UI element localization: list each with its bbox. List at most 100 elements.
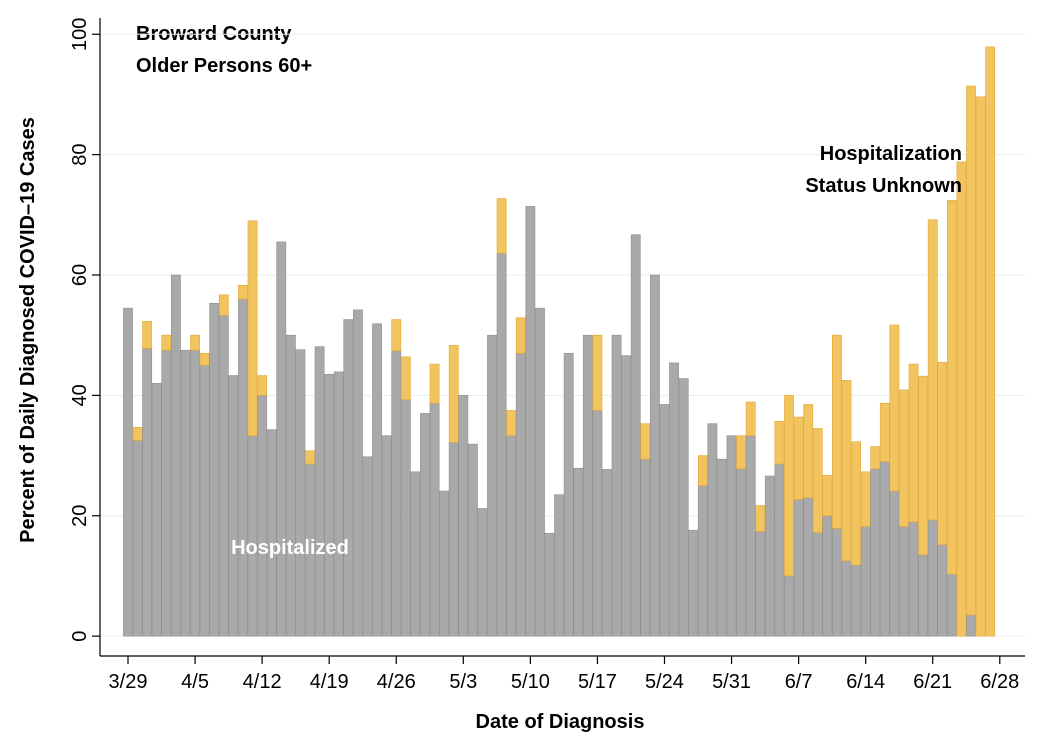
bar-segment — [439, 490, 450, 637]
bar-segment — [592, 334, 603, 411]
bar-segment — [247, 220, 258, 437]
bar-segment — [448, 345, 459, 443]
bar-segment — [391, 319, 402, 352]
bar-segment — [400, 399, 411, 637]
bar-segment — [400, 356, 411, 400]
bar-segment — [908, 521, 919, 637]
bar-segment — [257, 395, 268, 637]
bar-segment — [515, 317, 526, 354]
bar-segment — [467, 443, 478, 637]
bar-segment — [247, 435, 258, 637]
bar-segment — [870, 446, 881, 470]
bar-segment — [199, 352, 210, 366]
bar-segment — [946, 573, 957, 637]
series-label: Hospitalization — [820, 143, 962, 165]
bar-segment — [161, 334, 172, 351]
bar-segment — [353, 309, 363, 637]
bar-segment — [764, 475, 775, 637]
bar-segment — [822, 475, 833, 517]
bar-segment — [266, 429, 277, 637]
bar-segment — [554, 494, 564, 637]
x-axis-title: Date of Diagnosis — [476, 711, 645, 733]
x-tick-label: 6/21 — [913, 671, 952, 693]
bar-segment — [314, 346, 325, 637]
bar-segment — [937, 544, 948, 637]
bar-segment — [429, 402, 440, 637]
bar-segment — [429, 363, 440, 404]
bar-segment — [697, 485, 708, 637]
x-tick-label: 6/14 — [846, 671, 885, 693]
bar-segment — [659, 404, 670, 637]
x-tick-label: 5/17 — [578, 671, 617, 693]
bar-segment — [784, 395, 794, 577]
annotation: Older Persons 60+ — [136, 55, 312, 77]
bar-segment — [966, 85, 976, 616]
bar-segment — [707, 423, 718, 637]
x-tick-label: 4/12 — [243, 671, 282, 693]
bar-segment — [238, 298, 248, 637]
bar-segment — [324, 374, 335, 637]
bar-segment — [123, 307, 133, 637]
bar-segment — [860, 471, 871, 527]
bar-segment — [918, 375, 929, 556]
bar-segment — [372, 323, 382, 637]
bar-segment — [918, 554, 929, 637]
bar-segment — [879, 461, 890, 637]
bar-segment — [592, 410, 603, 637]
bar-segment — [640, 458, 651, 637]
bar-segment — [142, 348, 153, 637]
y-axis-title: Percent of Daily Diagnosed COVID–19 Case… — [17, 117, 39, 543]
bar-segment — [218, 294, 229, 316]
bar-segment — [774, 463, 785, 637]
bar-segment — [362, 456, 373, 637]
bar-segment — [582, 334, 593, 637]
bar-segment — [851, 564, 861, 637]
x-tick-label: 4/5 — [181, 671, 209, 693]
bar-segment — [832, 528, 842, 637]
bar-segment — [228, 375, 239, 637]
bar-segment — [736, 435, 747, 470]
bar-segment — [496, 253, 507, 637]
x-tick-label: 5/10 — [511, 671, 550, 693]
bar-segment — [238, 284, 248, 300]
bar-segment — [726, 435, 737, 637]
bar-segment — [487, 334, 497, 637]
bar-segment — [832, 334, 842, 529]
bar-segment — [841, 380, 852, 562]
bar-segment — [506, 410, 517, 437]
bar-segment — [563, 352, 574, 637]
y-tick-label: 0 — [69, 631, 91, 642]
bar-segment — [132, 426, 143, 441]
bar-segment — [276, 241, 287, 637]
bar-segment — [803, 404, 814, 499]
bar-segment — [812, 428, 823, 533]
bar-segment — [420, 413, 430, 637]
bar-segment — [535, 307, 545, 637]
bar-segment — [410, 471, 421, 637]
bar-segment — [774, 420, 785, 465]
x-tick-label: 5/24 — [645, 671, 684, 693]
bar-segment — [899, 389, 909, 527]
bar-segment — [630, 234, 641, 637]
bar-segment — [678, 378, 689, 637]
bar-segment — [649, 274, 660, 637]
series-label: Hospitalized — [231, 537, 349, 559]
bar-segment — [199, 364, 210, 637]
bar-segment — [793, 499, 804, 637]
bar-segment — [343, 319, 354, 637]
bar-segment — [870, 468, 881, 637]
bar-segment — [285, 334, 296, 637]
bar-segment — [448, 442, 459, 637]
bar-segment — [496, 198, 507, 254]
y-tick-label: 40 — [69, 384, 91, 406]
bar-segment — [142, 321, 153, 349]
bar-segment — [333, 371, 344, 637]
bar-segment — [640, 423, 651, 460]
bar-segment — [851, 441, 861, 566]
bar-segment — [946, 200, 957, 575]
series-label: Status Unknown — [805, 175, 962, 197]
bar-segment — [190, 334, 200, 351]
bar-segment — [669, 362, 679, 637]
bar-segment — [812, 532, 823, 637]
bar-segment — [190, 349, 200, 637]
